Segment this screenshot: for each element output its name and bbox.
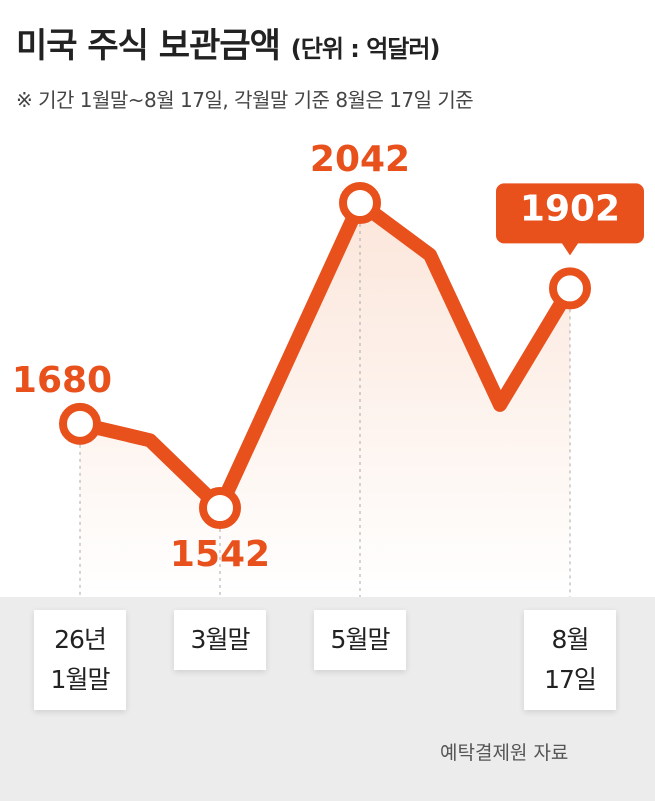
point xyxy=(59,402,101,445)
value-label: 1542 xyxy=(170,534,270,575)
point xyxy=(339,182,381,224)
value-label: 2042 xyxy=(310,139,410,180)
chart-title: 미국 주식 보관금액 xyxy=(16,26,281,66)
callout xyxy=(496,183,644,256)
source: 예탁결제원 자료 xyxy=(440,742,569,764)
x-tick-label: 8월 17일 xyxy=(524,610,616,710)
value-label: 1902 xyxy=(520,188,620,229)
line xyxy=(73,196,577,515)
unit: (단위 : 억달러) xyxy=(290,35,441,63)
title-row: 미국 주식 보관금액 (단위 : 억달러) xyxy=(16,18,441,67)
value-label: 1680 xyxy=(12,360,112,401)
point xyxy=(549,267,591,310)
x-tick-label: 5월말 xyxy=(314,610,406,670)
subtitle: ※ 기간 1월말~8월 17일, 각월말 기준 8월은 17일 기준 xyxy=(16,88,474,112)
point xyxy=(199,487,241,529)
x-tick-label: 3월말 xyxy=(174,610,266,670)
x-tick-label: 26년 1월말 xyxy=(34,610,126,710)
